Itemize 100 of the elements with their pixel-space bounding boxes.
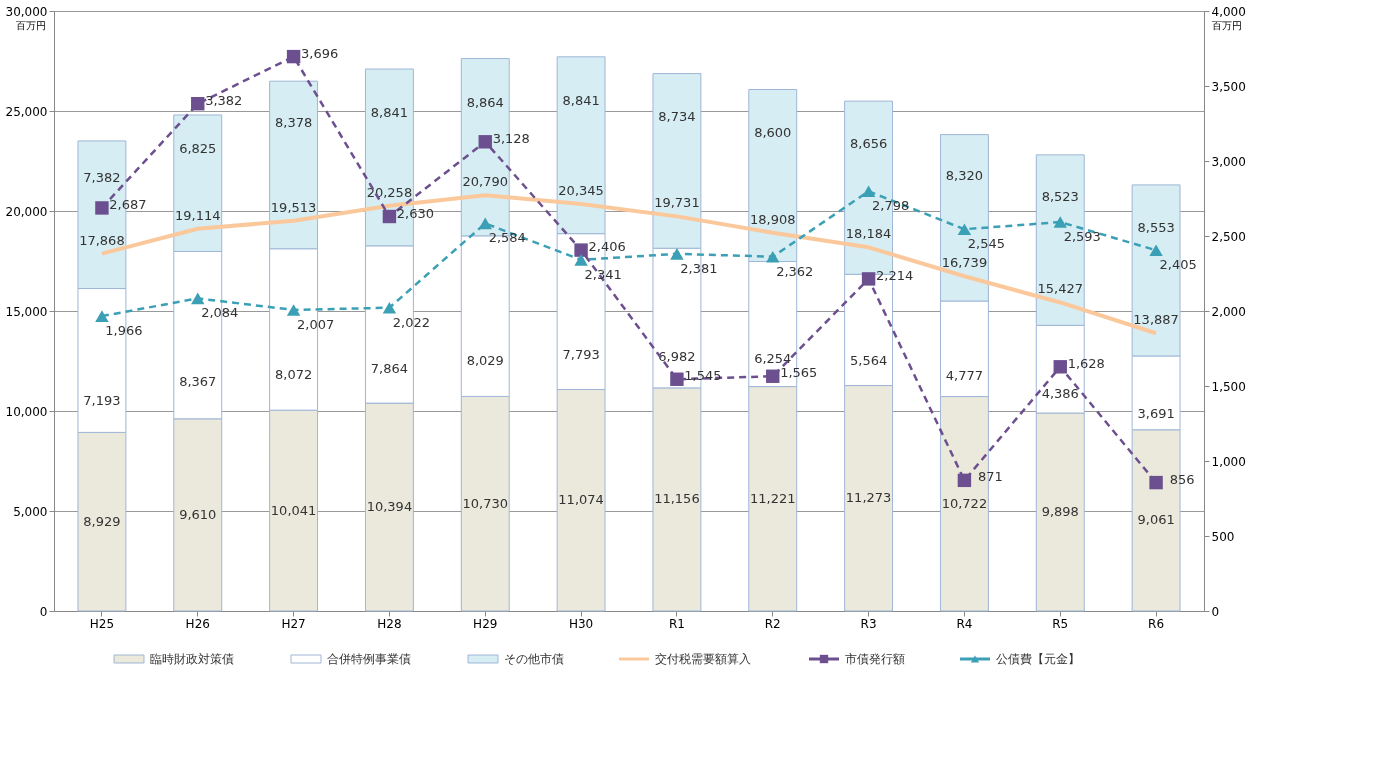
x-tick-label: H30 xyxy=(568,616,594,631)
data-label: 2,362 xyxy=(776,263,814,279)
data-label: 8,841 xyxy=(370,105,409,121)
point xyxy=(191,292,205,305)
data-label: 11,221 xyxy=(750,490,796,506)
point xyxy=(95,310,109,322)
data-label: 8,072 xyxy=(274,366,313,382)
data-label: 2,341 xyxy=(584,266,622,282)
legend-label: 臨時財政対策債 xyxy=(150,652,234,666)
text: 百万円 xyxy=(1212,20,1242,31)
point xyxy=(670,372,684,386)
data-label: 2,084 xyxy=(201,305,239,321)
data-label: 11,273 xyxy=(845,490,892,506)
data-label: 2,593 xyxy=(1063,229,1101,245)
data-label: 1,966 xyxy=(105,323,143,339)
data-label: 8,029 xyxy=(466,353,504,369)
data-label: 10,730 xyxy=(462,495,508,511)
y-tick-label: 10,000 xyxy=(5,404,48,419)
data-label: 2,687 xyxy=(109,196,147,212)
point xyxy=(1149,244,1163,257)
data-label: 8,841 xyxy=(562,93,600,109)
data-label: 856 xyxy=(1169,471,1195,487)
point xyxy=(1149,475,1163,490)
data-label: 11,156 xyxy=(654,491,700,507)
data-label: 15,427 xyxy=(1037,281,1083,297)
x-tick-label: R2 xyxy=(764,616,781,631)
data-label: 2,545 xyxy=(967,236,1006,252)
data-label: 4,777 xyxy=(945,367,984,383)
data-label: 8,734 xyxy=(658,109,696,125)
point xyxy=(861,185,876,198)
data-label: 18,184 xyxy=(845,226,892,242)
data-label: 19,114 xyxy=(175,207,221,223)
point xyxy=(1053,216,1067,228)
point xyxy=(1053,360,1067,374)
data-label: 2,406 xyxy=(588,239,626,255)
x-tick-label: R5 xyxy=(1052,616,1069,631)
data-label: 4,386 xyxy=(1041,385,1079,401)
data-label: 8,378 xyxy=(274,115,313,131)
data-label: 2,007 xyxy=(296,316,335,332)
data-label: 7,193 xyxy=(83,392,121,408)
y2-tick-label: 2,500 xyxy=(1211,229,1246,244)
point xyxy=(382,301,397,314)
legend-label: 公債費【元金】 xyxy=(996,652,1080,666)
y-tick-label: 5,000 xyxy=(13,504,48,519)
point xyxy=(95,201,109,215)
data-label: 3,691 xyxy=(1137,405,1175,421)
data-label: 2,630 xyxy=(396,205,435,221)
data-label: 1,565 xyxy=(780,365,818,381)
data-label: 7,864 xyxy=(370,360,409,376)
y-tick-label: 0 xyxy=(39,604,48,619)
point xyxy=(670,248,684,260)
data-label: 5,564 xyxy=(849,353,888,369)
y2-tick-label: 1,000 xyxy=(1211,454,1246,469)
point xyxy=(478,217,492,230)
point xyxy=(766,250,780,263)
point xyxy=(957,223,972,236)
x-tick-label: H25 xyxy=(89,616,115,631)
x-tick-label: R1 xyxy=(668,616,685,631)
data-label: 8,929 xyxy=(83,513,121,529)
data-label: 1,628 xyxy=(1067,355,1105,371)
data-label: 10,394 xyxy=(366,499,413,515)
x-tick-label: R3 xyxy=(860,616,877,631)
x-tick-label: R4 xyxy=(956,616,973,631)
data-label: 6,982 xyxy=(658,349,696,365)
point xyxy=(766,369,780,383)
legend-label: 市債発行額 xyxy=(845,652,905,666)
data-label: 1,545 xyxy=(684,368,722,384)
data-label: 9,610 xyxy=(179,506,217,522)
y2-tick-label: 500 xyxy=(1211,529,1235,544)
y2-tick-label: 1,500 xyxy=(1211,379,1246,394)
data-label: 3,382 xyxy=(205,92,243,108)
point xyxy=(286,49,301,64)
y2-tick-label: 4,000 xyxy=(1211,4,1246,19)
data-label: 2,214 xyxy=(875,267,914,283)
data-label: 9,061 xyxy=(1137,512,1175,528)
data-label: 8,523 xyxy=(1041,189,1079,205)
data-label: 8,600 xyxy=(754,124,792,140)
data-label: 20,345 xyxy=(558,183,604,199)
data-label: 19,513 xyxy=(270,199,317,215)
data-label: 8,367 xyxy=(179,373,217,389)
y2-tick-label: 3,500 xyxy=(1211,79,1246,94)
point xyxy=(574,254,588,266)
data-label: 13,887 xyxy=(1133,312,1179,328)
data-label: 9,898 xyxy=(1041,504,1079,520)
data-label: 8,656 xyxy=(849,136,888,152)
y-tick-label: 20,000 xyxy=(5,204,48,219)
point xyxy=(957,473,972,488)
y2-tick-label: 0 xyxy=(1211,604,1220,619)
data-label: 17,868 xyxy=(79,232,125,248)
data-label: 10,041 xyxy=(270,502,317,518)
data-label: 7,382 xyxy=(83,169,121,185)
text: 百万円 xyxy=(16,20,46,31)
data-label: 10,722 xyxy=(941,495,988,511)
y-tick-label: 15,000 xyxy=(5,304,48,319)
data-label: 6,825 xyxy=(179,141,217,157)
legend-label: その他市債 xyxy=(504,652,564,666)
x-tick-label: H26 xyxy=(185,616,210,631)
data-label: 871 xyxy=(978,469,1003,485)
point xyxy=(861,272,876,286)
point xyxy=(191,96,205,111)
